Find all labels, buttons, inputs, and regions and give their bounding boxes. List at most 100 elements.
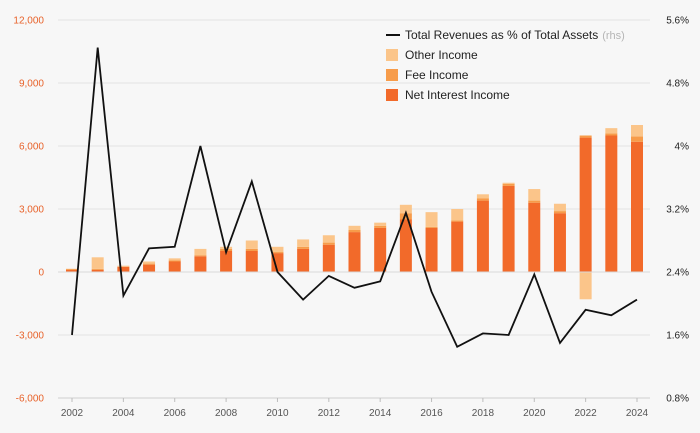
other-income-bar: [425, 212, 438, 227]
other-income-bar: [271, 246, 284, 253]
fee-income-bar: [297, 246, 310, 249]
right-tick-label: 1.6%: [666, 331, 689, 342]
fee-income-bar: [245, 248, 258, 251]
fee-income-bar: [168, 260, 181, 262]
right-tick-label: 3.2%: [666, 205, 689, 216]
fee-income-bar: [66, 268, 78, 270]
net-interest-income-bar: [451, 221, 464, 272]
revenue-ratio-line: [71, 47, 638, 349]
fee-income-bar: [374, 225, 387, 228]
net-interest-income-bar: [168, 261, 181, 272]
other-income-bar: [245, 240, 258, 249]
legend: Total Revenues as % of Total Assets (rhs)…: [386, 28, 625, 102]
x-tick-label: 2016: [420, 408, 443, 419]
left-tick-label: 3,000: [19, 205, 44, 216]
x-tick-label: 2010: [266, 408, 289, 419]
x-tick-label: 2014: [369, 408, 392, 419]
left-tick-label: -6,000: [16, 394, 45, 405]
fee-income-bar: [579, 135, 592, 138]
net-interest-income-bar: [297, 248, 310, 272]
right-tick-label: 4.8%: [666, 79, 689, 90]
fee-income-bar: [605, 133, 618, 136]
x-axis: 2002 2004 2006 2008 2010 2012 2014 2016 2018 2020…: [58, 397, 650, 419]
other-income-bar: [451, 209, 464, 221]
x-tick-label: 2002: [61, 408, 84, 419]
net-interest-income-bar: [579, 137, 592, 272]
other-income-bar: [91, 257, 104, 269]
other-income-bar: [476, 194, 489, 199]
right-tick-label: 0.8%: [666, 394, 689, 405]
fee-income-bar: [348, 230, 361, 233]
fee-income-bar: [631, 136, 643, 142]
legend-rhs-suffix: (rhs): [602, 30, 625, 42]
fee-income-bar: [528, 200, 541, 203]
legend-label-other-income: Other Income: [405, 48, 478, 62]
other-income-bar: [220, 246, 233, 249]
fee-income-bar: [322, 242, 335, 245]
fee-income-bar: [143, 263, 156, 265]
net-interest-income-bar: [374, 227, 387, 272]
left-tick-label: 12,000: [13, 16, 44, 27]
other-income-bar: [297, 239, 310, 247]
fee-income-bar: [91, 268, 104, 270]
other-income-bar: [631, 125, 643, 137]
left-tick-label: 9,000: [19, 79, 44, 90]
x-tick-label: 2020: [523, 408, 546, 419]
fee-income-bar: [194, 255, 207, 257]
fee-income-bar: [451, 220, 464, 222]
x-tick-label: 2004: [112, 408, 135, 419]
net-interest-income-bar: [553, 213, 566, 272]
other-income-bar: [194, 248, 207, 256]
other-income-bar: [605, 128, 618, 134]
left-tick-label: 0: [38, 268, 44, 279]
left-tick-label: -3,000: [16, 331, 45, 342]
other-income-bar: [322, 235, 335, 243]
fee-income-bar: [425, 226, 438, 228]
other-income-bar: [528, 189, 541, 201]
fee-income-bar: [502, 183, 515, 186]
right-tick-label: 4%: [675, 142, 690, 153]
other-income-bar: [502, 182, 515, 184]
fee-income-bar: [476, 198, 489, 201]
net-interest-income-bar: [117, 266, 130, 272]
net-interest-income-bar: [194, 256, 207, 272]
net-interest-income-bar: [245, 251, 258, 272]
other-income-bar: [399, 204, 412, 214]
other-income-bar: [374, 222, 387, 226]
net-interest-income-bar: [631, 141, 643, 272]
other-income-bar: [117, 265, 130, 267]
legend-swatch-net-interest-income: [386, 89, 398, 101]
net-interest-income-bar: [143, 264, 156, 272]
x-tick-label: 2008: [215, 408, 238, 419]
other-income-bar: [553, 203, 566, 212]
fee-income-bar: [553, 211, 566, 214]
x-tick-label: 2022: [575, 408, 598, 419]
net-interest-income-bar: [220, 251, 233, 272]
right-axis: 0.8% 1.6% 2.4% 3.2% 4% 4.8% 5.6%: [666, 16, 689, 405]
net-interest-income-bar: [476, 200, 489, 272]
net-interest-income-bar: [271, 253, 284, 272]
other-income-bar: [168, 258, 181, 261]
net-interest-income-bar: [348, 232, 361, 272]
net-interest-income-bar: [91, 269, 104, 272]
bars: [66, 125, 643, 300]
legend-swatch-fee-income: [386, 69, 398, 81]
net-interest-income-bar: [502, 185, 515, 272]
revenue-ratio-line-layer: [71, 47, 638, 349]
legend-label-total-revenues-as-of-total-assets: Total Revenues as % of Total Assets (rhs): [405, 28, 625, 42]
net-interest-income-bar: [605, 135, 618, 272]
right-tick-label: 2.4%: [666, 268, 689, 279]
fee-income-bar: [399, 213, 412, 220]
net-interest-income-bar: [322, 244, 335, 272]
net-interest-income-bar: [425, 227, 438, 272]
left-axis: -6,000 -3,000 0 3,000 6,000 9,000 12,000: [13, 16, 44, 405]
fee-income-bar: [271, 252, 284, 254]
other-income-bar: [579, 272, 592, 300]
other-income-bar: [348, 225, 361, 230]
legend-label-fee-income: Fee Income: [405, 68, 469, 82]
left-tick-label: 6,000: [19, 142, 44, 153]
x-tick-label: 2018: [472, 408, 495, 419]
net-interest-income-bar: [528, 202, 541, 272]
